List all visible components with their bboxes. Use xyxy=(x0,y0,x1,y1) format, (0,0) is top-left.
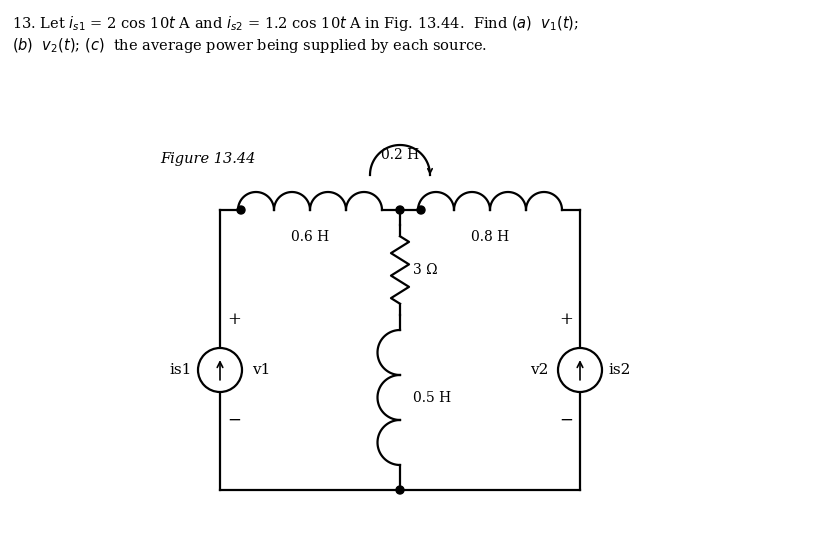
Text: v1: v1 xyxy=(251,363,270,377)
Text: Figure 13.44: Figure 13.44 xyxy=(160,152,255,166)
Text: 3 Ω: 3 Ω xyxy=(413,263,437,277)
Text: −: − xyxy=(559,411,572,428)
Text: 0.8 H: 0.8 H xyxy=(470,230,509,244)
Circle shape xyxy=(396,486,404,494)
Text: is2: is2 xyxy=(607,363,630,377)
Text: +: + xyxy=(559,311,572,328)
Circle shape xyxy=(396,206,404,214)
Text: v2: v2 xyxy=(529,363,547,377)
Circle shape xyxy=(417,206,424,214)
Text: $(b)$  $v_2(t)$; $(c)$  the average power being supplied by each source.: $(b)$ $v_2(t)$; $(c)$ the average power … xyxy=(12,36,486,55)
Text: 0.5 H: 0.5 H xyxy=(413,390,450,405)
Text: +: + xyxy=(227,311,241,328)
Circle shape xyxy=(237,206,245,214)
Text: 0.6 H: 0.6 H xyxy=(291,230,328,244)
Text: −: − xyxy=(227,411,241,428)
Text: is1: is1 xyxy=(170,363,192,377)
Text: 13. Let $i_{s1}$ = 2 cos 10$t$ A and $i_{s2}$ = 1.2 cos 10$t$ A in Fig. 13.44.  : 13. Let $i_{s1}$ = 2 cos 10$t$ A and $i_… xyxy=(12,14,578,33)
Text: 0.2 H: 0.2 H xyxy=(381,148,419,162)
